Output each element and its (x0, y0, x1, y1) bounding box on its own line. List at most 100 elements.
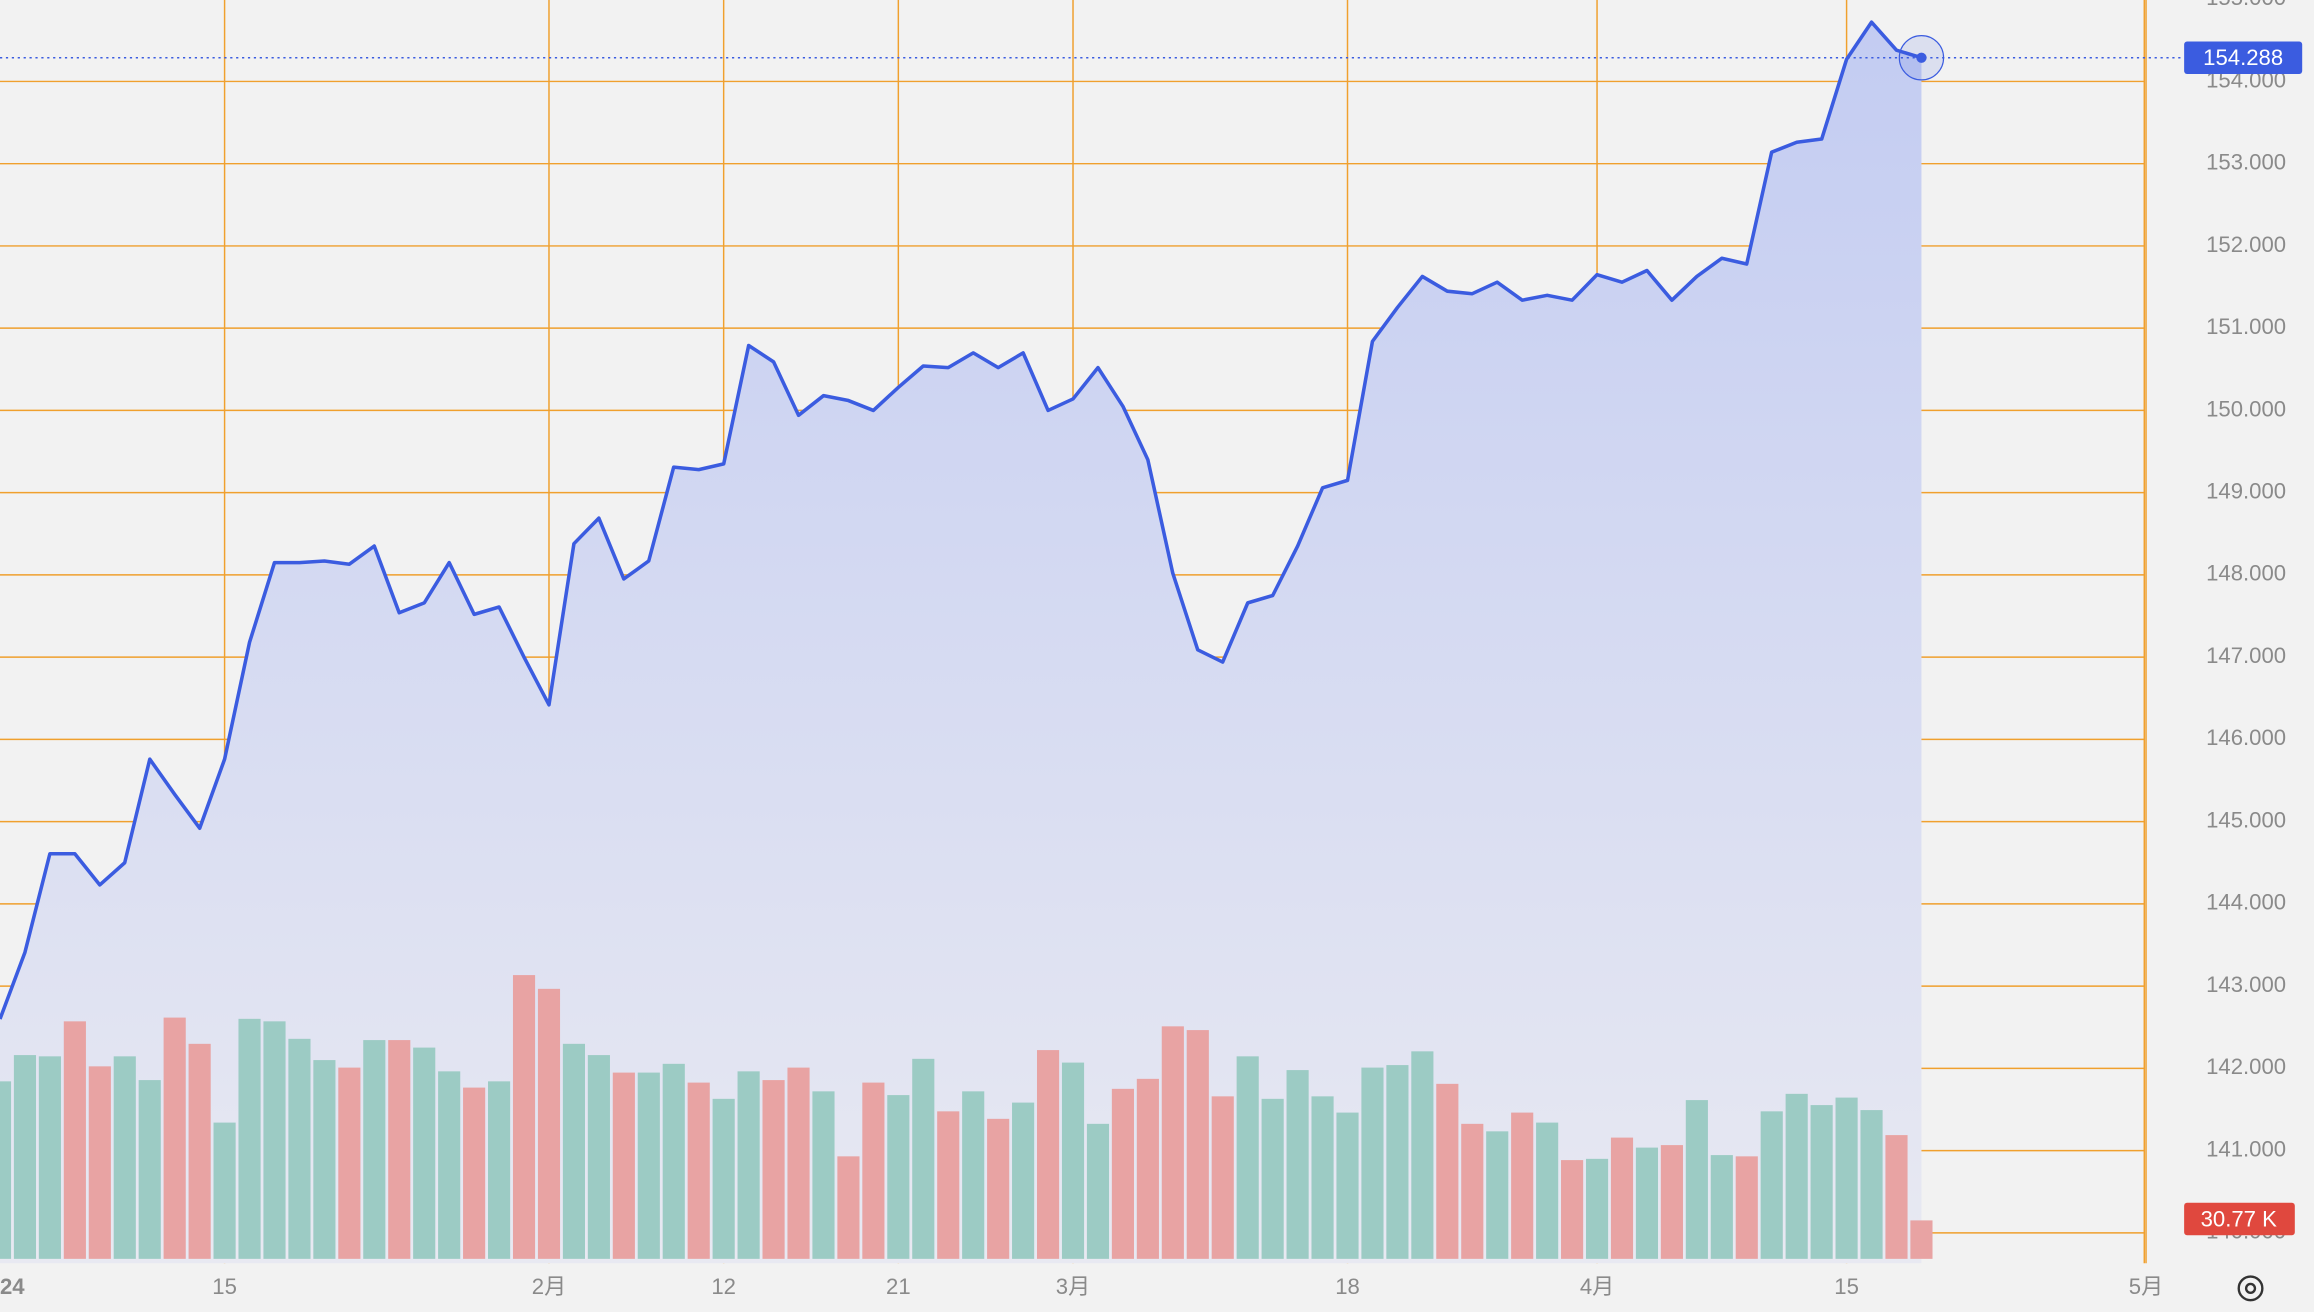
volume-bar (537, 988, 561, 1259)
y-tick-label: 148.000 (2206, 561, 2286, 586)
y-tick-label: 150.000 (2206, 396, 2286, 421)
volume-bar (1361, 1067, 1384, 1259)
x-tick-label: 2月 (532, 1274, 566, 1299)
volume-bar (1810, 1105, 1833, 1259)
x-tick-label: 24 (0, 1274, 25, 1299)
volume-bar (163, 1017, 186, 1259)
volume-bar (1461, 1123, 1484, 1259)
volume-bar (737, 1071, 760, 1259)
price-area (0, 22, 1922, 1264)
volume-bar (1511, 1112, 1534, 1259)
x-tick-label: 15 (212, 1274, 237, 1299)
volume-bar (438, 1071, 461, 1259)
volume-bar (1610, 1137, 1634, 1259)
volume-bar (1760, 1111, 1783, 1259)
volume-bar (1835, 1097, 1858, 1259)
volume-bar (363, 1040, 386, 1259)
volume-bar (1036, 1050, 1060, 1259)
volume-bar (1336, 1112, 1359, 1259)
volume-bar (787, 1067, 810, 1259)
volume-bar (138, 1080, 161, 1259)
volume-bar (1186, 1030, 1209, 1259)
y-tick-label: 144.000 (2206, 890, 2286, 915)
volume-bar (587, 1055, 610, 1259)
x-tick-label: 3月 (1056, 1274, 1090, 1299)
volume-bar (1860, 1110, 1883, 1259)
volume-bar (338, 1067, 361, 1259)
volume-bar (1536, 1122, 1559, 1259)
volume-bar (762, 1080, 785, 1259)
volume-bar (38, 1056, 61, 1259)
volume-bar (313, 1060, 336, 1259)
volume-bar (1211, 1096, 1234, 1259)
price-line (0, 20, 1922, 1020)
volume-bar (637, 1072, 660, 1259)
volume-bar (1635, 1147, 1659, 1259)
volume-bar (463, 1087, 486, 1259)
volume-bar (1236, 1056, 1259, 1259)
volume-bar (1585, 1158, 1609, 1259)
volume-bar (987, 1118, 1010, 1259)
volume-bar (1086, 1123, 1110, 1259)
y-tick-label: 143.000 (2206, 972, 2286, 997)
volume-bar (488, 1081, 511, 1259)
x-tick-label: 5月 (2129, 1274, 2163, 1299)
volume-bar (1785, 1093, 1808, 1259)
y-tick-label: 146.000 (2206, 725, 2286, 750)
y-tick-label: 142.000 (2206, 1054, 2286, 1079)
x-tick-label: 4月 (1580, 1274, 1614, 1299)
x-tick-label: 12 (711, 1274, 736, 1299)
volume-bar (1411, 1051, 1434, 1259)
y-tick-label: 155.000 (2206, 0, 2286, 10)
y-tick-label: 153.000 (2206, 150, 2286, 175)
volume-bar (0, 1081, 12, 1259)
settings-ring[interactable] (2237, 1275, 2264, 1302)
price-badge-label: 154.288 (2203, 45, 2283, 70)
volume-bar (812, 1091, 835, 1259)
volume-bar (1386, 1065, 1409, 1259)
last-point (1916, 52, 1927, 63)
volume-bar (1910, 1220, 1933, 1259)
y-tick-label: 149.000 (2206, 479, 2286, 504)
y-tick-label: 147.000 (2206, 643, 2286, 668)
volume-bar (113, 1056, 136, 1259)
volume-bar (662, 1063, 685, 1259)
y-tick-label: 152.000 (2206, 232, 2286, 257)
volume-bar (887, 1095, 910, 1259)
volume-bar (512, 975, 536, 1259)
volume-bar (562, 1043, 586, 1259)
settings-icon[interactable] (2237, 1275, 2264, 1302)
volume-badge-label: 30.77 K (2201, 1206, 2278, 1231)
y-tick-label: 145.000 (2206, 807, 2286, 832)
volume-bar (188, 1043, 211, 1259)
volume-bar (1436, 1083, 1459, 1259)
volume-bar (962, 1091, 985, 1259)
volume-bar (413, 1047, 436, 1259)
y-tick-label: 141.000 (2206, 1136, 2286, 1161)
volume-bar (1311, 1096, 1334, 1259)
volume-bar (912, 1058, 935, 1259)
volume-bar (1261, 1098, 1284, 1259)
x-tick-label: 21 (886, 1274, 911, 1299)
volume-bar (1561, 1160, 1584, 1259)
y-tick-label: 151.000 (2206, 314, 2286, 339)
volume-bar (88, 1066, 111, 1259)
volume-bar (1735, 1156, 1758, 1259)
volume-bar (63, 1021, 86, 1259)
volume-bar (937, 1111, 960, 1259)
volume-bar (1111, 1088, 1134, 1259)
volume-bar (612, 1072, 635, 1259)
volume-bar (1136, 1078, 1159, 1259)
volume-bar (712, 1098, 735, 1259)
volume-bar (862, 1082, 885, 1259)
volume-bar (687, 1082, 710, 1259)
volume-bar (13, 1055, 37, 1259)
volume-bar (1286, 1070, 1309, 1259)
volume-bar (1660, 1145, 1683, 1259)
volume-bar (1012, 1102, 1035, 1259)
volume-bar (388, 1040, 411, 1259)
settings-core[interactable] (2244, 1282, 2257, 1294)
x-tick-label: 15 (1834, 1274, 1859, 1299)
volume-bar (238, 1018, 261, 1259)
